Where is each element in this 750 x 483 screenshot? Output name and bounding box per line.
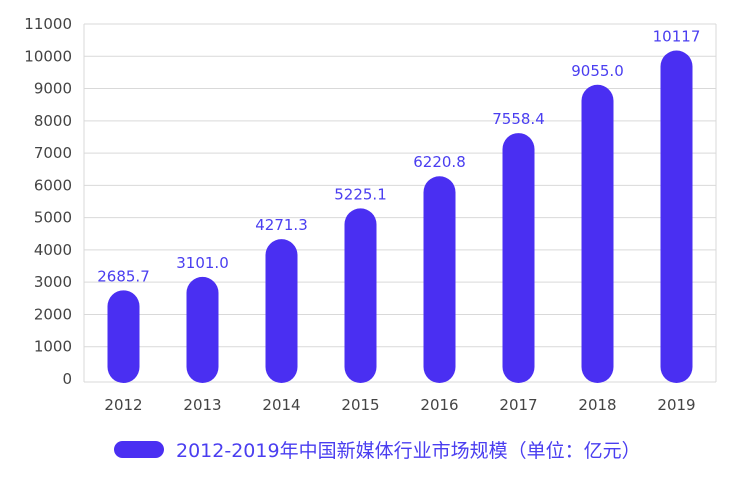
data-label-2013: 3101.0 <box>176 254 229 272</box>
y-tick-label: 6000 <box>34 176 72 194</box>
legend-label: 2012-2019年中国新媒体行业市场规模（单位：亿元） <box>176 440 641 462</box>
x-tick-label-2017: 2017 <box>499 396 537 414</box>
x-tick-label-2016: 2016 <box>420 396 458 414</box>
data-label-2017: 7558.4 <box>492 110 545 128</box>
y-tick-label: 3000 <box>34 273 72 291</box>
x-tick-label-2015: 2015 <box>341 396 379 414</box>
bar-2013 <box>186 276 219 383</box>
bar-2019 <box>660 50 693 383</box>
y-tick-label: 10000 <box>24 47 72 65</box>
data-labels: 2685.7 3101.0 4271.3 5225.1 6220.8 7558.4 9055… <box>97 27 700 285</box>
data-label-2016: 6220.8 <box>413 153 466 171</box>
x-tick-label-2013: 2013 <box>183 396 221 414</box>
grid <box>83 23 717 383</box>
x-tick-label-2019: 2019 <box>657 396 695 414</box>
legend-swatch <box>114 441 164 458</box>
data-label-2012: 2685.7 <box>97 267 150 285</box>
bar-2016 <box>423 176 456 383</box>
data-label-2018: 9055.0 <box>571 62 624 80</box>
bar-2018 <box>581 84 614 384</box>
y-tick-label: 0 <box>62 370 72 388</box>
y-tick-label: 4000 <box>34 241 72 259</box>
y-tick-label: 9000 <box>34 80 72 98</box>
bar-2014 <box>265 239 298 383</box>
bar-2015 <box>344 208 377 383</box>
y-axis-ticks: 0 1000 2000 3000 4000 5000 6000 7000 8000 9000 100… <box>24 15 72 388</box>
data-label-2014: 4271.3 <box>255 216 308 234</box>
x-axis-ticks: 2012 2013 2014 2015 2016 2017 2018 2019 <box>104 396 695 414</box>
y-tick-label: 8000 <box>34 112 72 130</box>
data-label-2015: 5225.1 <box>334 185 387 203</box>
y-tick-label: 1000 <box>34 338 72 356</box>
bar-2017 <box>502 133 535 383</box>
legend: 2012-2019年中国新媒体行业市场规模（单位：亿元） <box>114 440 641 462</box>
x-tick-label-2018: 2018 <box>578 396 616 414</box>
bars <box>107 50 693 384</box>
bar-2012 <box>107 290 140 383</box>
x-tick-label-2014: 2014 <box>262 396 300 414</box>
data-label-2019: 10117 <box>653 27 701 45</box>
x-tick-label-2012: 2012 <box>104 396 142 414</box>
y-tick-label: 7000 <box>34 144 72 162</box>
y-tick-label: 2000 <box>34 305 72 323</box>
y-tick-label: 11000 <box>24 15 72 33</box>
y-tick-label: 5000 <box>34 209 72 227</box>
